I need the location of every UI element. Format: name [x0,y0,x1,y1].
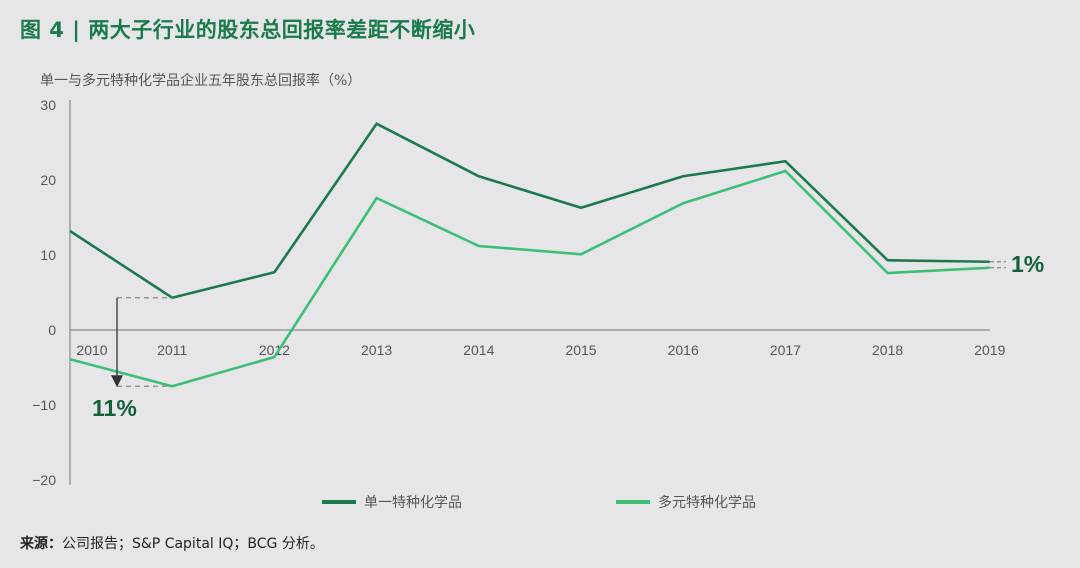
legend-swatch-single [322,500,356,504]
x-tick-label: 2017 [770,342,801,358]
x-tick-label: 2014 [463,342,494,358]
gap-label-2019: 1% [1011,251,1044,277]
x-tick-label: 2016 [668,342,699,358]
y-tick-label: −20 [32,472,56,488]
x-tick-label: 2011 [157,342,187,358]
y-tick-label: 0 [48,322,56,338]
y-tick-label: 10 [40,247,56,263]
legend-label-diversified: 多元特种化学品 [658,495,756,511]
source-label: 来源： [20,536,62,552]
series-line-diversified [69,169,990,388]
source-text: 公司报告；S&P Capital IQ；BCG 分析。 [62,536,324,552]
series-line-single [69,122,990,300]
source-note: 来源：公司报告；S&P Capital IQ；BCG 分析。 [20,533,324,553]
x-tick-label: 2018 [872,342,903,358]
gap-label-2011: 11% [92,395,137,421]
chart-title: 图 4 | 两大子行业的股东总回报率差距不断缩小 [20,18,476,42]
y-tick-label: 20 [40,172,56,188]
legend-item-single: 单一特种化学品 [322,492,462,512]
legend-label-single: 单一特种化学品 [364,495,462,511]
x-tick-label: 2013 [361,342,392,358]
arrow-down-icon [111,375,123,388]
x-tick-label: 2015 [565,342,596,358]
x-tick-label: 2019 [974,342,1005,358]
y-axis-title: 单一与多元特种化学品企业五年股东总回报率（%） [40,73,362,89]
legend-item-diversified: 多元特种化学品 [616,492,756,512]
y-tick-label: −10 [32,397,56,413]
legend-swatch-diversified [616,500,650,504]
y-tick-label: 30 [40,97,56,113]
x-tick-label: 2010 [76,342,107,358]
